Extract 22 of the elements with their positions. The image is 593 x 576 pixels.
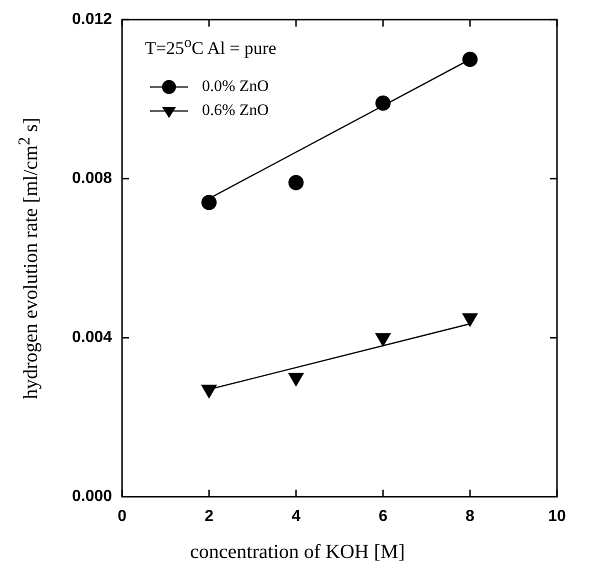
point [288,174,304,190]
x-tick-label: 2 [204,508,214,525]
x-tick-label: 0 [118,508,127,525]
point [462,52,478,68]
annotation: T=25$^{o}$C Al = pure [145,35,276,59]
x-tick-label: 10 [548,508,566,525]
x-axis-title: concentration of KOH [M] [189,541,406,564]
y-tick-label: 0.008 [72,170,112,188]
legend-label: 0.6% ZnO [202,102,269,120]
x-tick-label: 8 [466,508,475,525]
x-tick-label: 4 [292,508,301,525]
point [375,95,391,111]
point [201,194,217,210]
y-tick-label: 0.000 [72,488,112,506]
x-tick-label: 6 [378,508,388,525]
point [375,333,391,346]
point [288,372,304,386]
y-tick-label: 0.012 [72,11,112,28]
y-tick-label: 0.004 [72,329,112,346]
point [462,313,478,326]
point [201,384,217,398]
legend-label: 0.0% ZnO [202,78,269,96]
